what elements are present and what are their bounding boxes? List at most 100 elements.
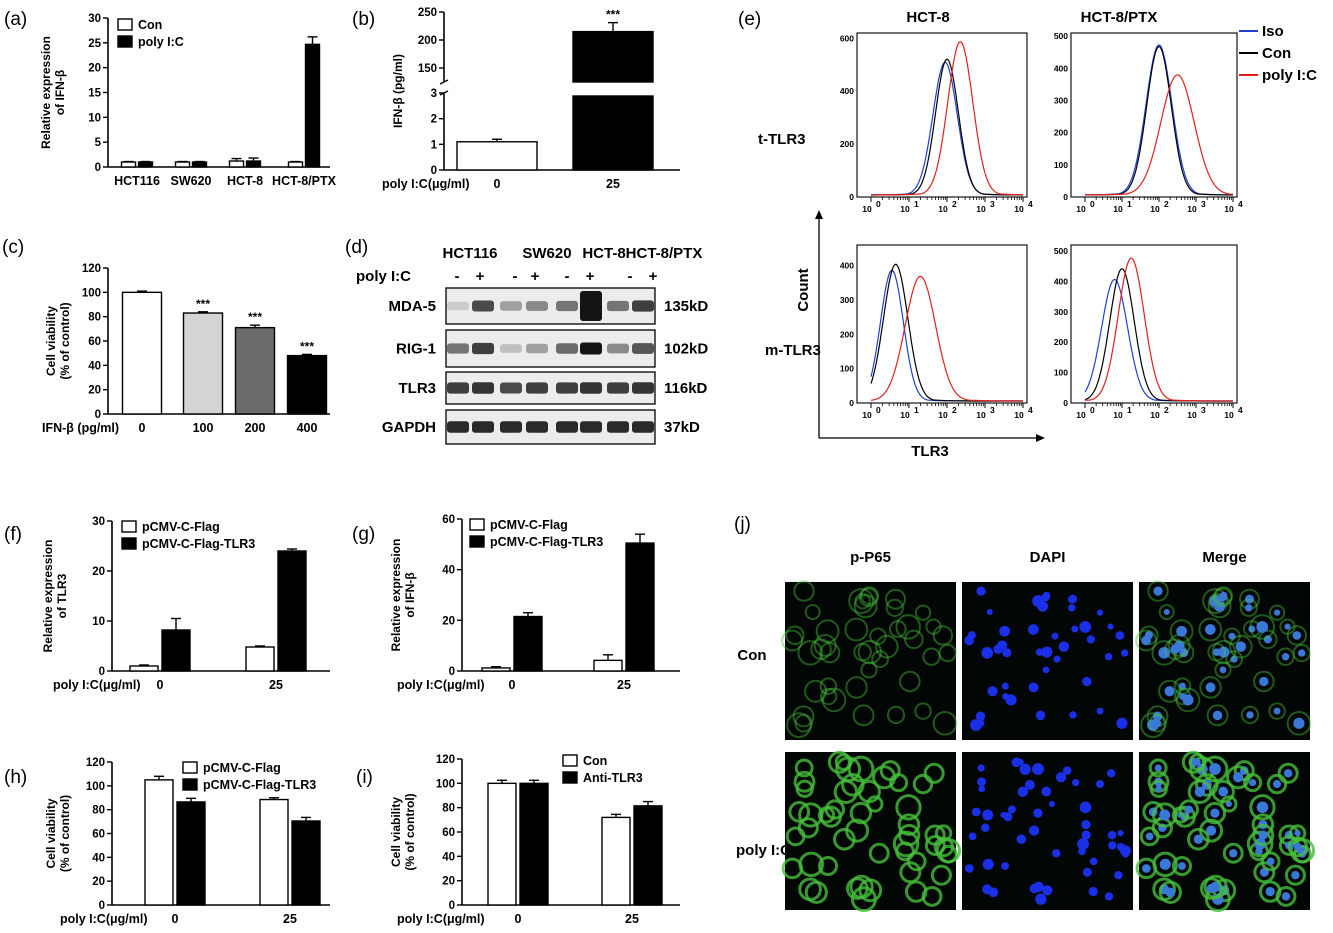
significance-label: *** <box>300 339 314 353</box>
blot-band <box>580 291 602 321</box>
bar <box>245 646 275 672</box>
x-tick-label: 25 <box>617 678 631 692</box>
cell-stain <box>1258 629 1278 650</box>
significance-label: *** <box>248 310 262 324</box>
panel-label-e: (e) <box>738 9 761 30</box>
cell-stain <box>1223 627 1241 646</box>
histogram-y-tick: 500 <box>1054 246 1068 256</box>
legend-swatch <box>121 537 137 550</box>
chart-i: 0 20 40 60 80 100 120 Cell viability (% of contr… <box>389 754 680 926</box>
cell-stain <box>817 856 839 877</box>
blot-band <box>500 421 522 433</box>
cell-stain <box>1286 625 1308 646</box>
nucleus-stain <box>1265 886 1275 897</box>
y-tick-label: 2 <box>431 114 437 126</box>
nucleus-stain <box>1164 686 1175 697</box>
bar <box>277 550 307 672</box>
histogram-y-tick: 0 <box>1063 398 1068 408</box>
nucleus-stain <box>1063 766 1072 775</box>
nucleus-stain <box>997 640 1008 651</box>
nucleus-stain <box>1263 635 1272 644</box>
histogram-x-tick-exp: 2 <box>1164 199 1169 209</box>
nucleus-stain <box>1194 758 1201 766</box>
y-tick-label: 80 <box>88 312 101 324</box>
y-tick-label: 120 <box>82 263 101 275</box>
blot-band <box>500 382 522 394</box>
microscopy-column-label: p-P65 <box>850 549 891 566</box>
cell-stain <box>833 779 859 804</box>
cell-stain <box>938 643 957 663</box>
nucleus-stain <box>1016 834 1027 844</box>
cell-stain <box>797 640 823 666</box>
nucleus-stain <box>986 609 993 616</box>
microscopy-column-label: DAPI <box>1030 549 1066 566</box>
nucleus-stain <box>1104 892 1114 901</box>
lane-sign: - <box>565 268 570 285</box>
count-arrowhead <box>815 210 823 219</box>
histogram-x-tick-exp: 0 <box>1090 405 1095 415</box>
y-axis-label: Cell viability <box>44 798 58 868</box>
legend-swatch <box>117 35 133 48</box>
cell-stain <box>1139 826 1160 847</box>
y-axis-label: of TLR3 <box>55 573 69 618</box>
nucleus-stain <box>1184 805 1193 814</box>
flow-row-label: m-TLR3 <box>765 342 821 359</box>
blot-band <box>500 344 522 353</box>
blot-band <box>632 382 654 394</box>
nucleus-stain <box>1001 682 1009 690</box>
legend-label: pCMV-C-Flag <box>490 518 568 532</box>
nucleus-stain <box>1069 711 1077 719</box>
cell-stain <box>1276 647 1295 666</box>
bar <box>174 161 191 168</box>
bar <box>593 659 623 672</box>
y-tick-label: 200 <box>418 35 437 47</box>
y-tick-label: 20 <box>92 566 105 578</box>
cell-stain <box>897 813 921 836</box>
cell-stain <box>886 705 906 725</box>
x-axis-title: poly I:C(μg/ml) <box>53 678 141 692</box>
x-axis-title: poly I:C(μg/ml) <box>382 177 470 191</box>
cell-stain <box>853 594 878 619</box>
cell-stain <box>1277 762 1299 784</box>
bar <box>304 43 321 168</box>
nucleus-stain <box>987 686 998 697</box>
cell-stain <box>1171 856 1193 877</box>
y-tick-label: 20 <box>88 385 101 397</box>
y-tick-label: 100 <box>86 781 105 793</box>
blot-band <box>580 342 602 355</box>
y-tick-label: 0 <box>449 900 455 912</box>
y-tick-label: 80 <box>442 803 455 815</box>
cell-stain <box>866 795 884 813</box>
cell-stain <box>1226 765 1251 790</box>
cell-stain <box>912 773 934 795</box>
x-axis-title: poly I:C(μg/ml) <box>397 678 485 692</box>
nucleus-stain <box>1079 801 1092 814</box>
cell-stain <box>1225 650 1243 669</box>
nucleus-stain <box>1107 830 1117 840</box>
histogram-y-tick: 600 <box>840 33 854 43</box>
cell-stain <box>1148 758 1168 778</box>
cell-stain <box>804 604 821 621</box>
histogram-x-tick-exp: 1 <box>914 405 919 415</box>
nucleus-stain <box>964 864 974 873</box>
nucleus-stain <box>1174 640 1185 651</box>
x-tick-label: 0 <box>172 912 179 926</box>
cell-stain <box>898 823 921 847</box>
bar <box>286 354 328 415</box>
nucleus-stain <box>968 832 977 841</box>
cell-stain <box>858 587 879 608</box>
nucleus-stain <box>999 625 1010 637</box>
flow-x-axis-label: TLR3 <box>911 443 949 460</box>
microscopy-row-label: poly I:C <box>736 842 791 859</box>
bar <box>234 326 276 415</box>
histogram-x-tick-base: 10 <box>976 204 986 214</box>
cell-stain <box>1158 604 1175 621</box>
cell-stain <box>853 642 872 662</box>
nucleus-stain <box>1152 711 1163 722</box>
microscopy-row-label: Con <box>737 647 766 664</box>
y-tick-label: 30 <box>88 13 101 25</box>
histogram-curve <box>1084 268 1233 402</box>
nucleus-stain <box>976 586 986 596</box>
x-tick-label: SW620 <box>171 174 212 188</box>
